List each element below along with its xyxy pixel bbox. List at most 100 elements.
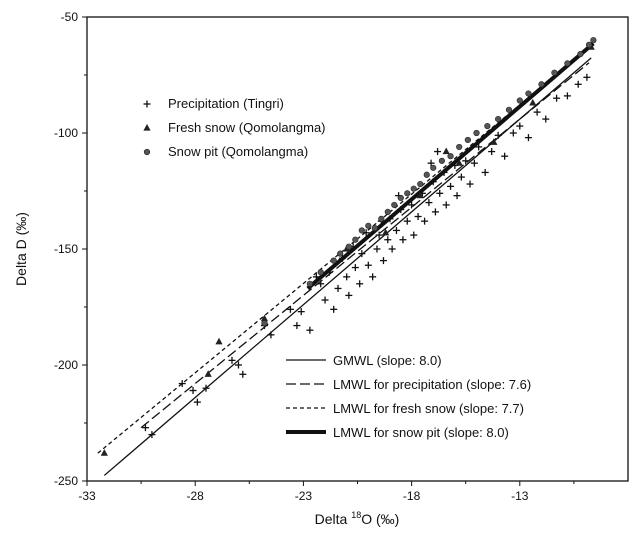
point-plus bbox=[509, 129, 517, 137]
point-plus bbox=[330, 305, 338, 313]
point-plus bbox=[373, 245, 381, 253]
point-plus bbox=[442, 201, 450, 209]
x-axis-label: Delta 18O (‰) bbox=[315, 510, 400, 527]
point-plus bbox=[306, 326, 314, 334]
y-axis-label: Delta D (‰) bbox=[13, 212, 29, 286]
point-circle bbox=[430, 164, 437, 171]
point-plus bbox=[434, 148, 442, 156]
legend-line-label: GMWL (slope: 8.0) bbox=[333, 353, 442, 368]
point-plus bbox=[379, 257, 387, 265]
point-plus bbox=[178, 380, 186, 388]
point-plus bbox=[429, 178, 437, 186]
point-circle bbox=[371, 225, 378, 232]
point-triangle bbox=[455, 159, 463, 166]
y-tick-label: -150 bbox=[54, 242, 78, 256]
legend-line-label: LMWL for fresh snow (slope: 7.7) bbox=[333, 401, 524, 416]
point-plus bbox=[148, 431, 156, 439]
point-circle bbox=[495, 115, 502, 123]
point-plus bbox=[397, 206, 405, 214]
point-plus bbox=[524, 134, 532, 142]
point-plus bbox=[481, 168, 489, 176]
point-circle bbox=[410, 185, 417, 192]
data-points bbox=[100, 37, 597, 456]
point-plus bbox=[189, 387, 197, 395]
point-plus bbox=[286, 305, 294, 313]
point-plus bbox=[421, 217, 429, 225]
point-plus bbox=[317, 280, 325, 288]
point-circle bbox=[577, 51, 584, 58]
point-circle bbox=[345, 243, 352, 250]
point-plus bbox=[375, 231, 383, 239]
point-circle bbox=[306, 280, 313, 287]
y-tick-label: -200 bbox=[54, 358, 78, 372]
tick-labels: -33 -28 -23 -18 -13 -250 -200 -150 -100 -50 bbox=[54, 10, 529, 503]
point-plus bbox=[462, 157, 470, 165]
point-triangle bbox=[490, 138, 498, 145]
point-plus bbox=[364, 261, 372, 269]
legend-line-label: LMWL for snow pit (slope: 8.0) bbox=[333, 425, 509, 440]
legend-label: Fresh snow (Qomolangma) bbox=[168, 120, 326, 135]
fit-line-solid bbox=[103, 57, 592, 476]
point-circle bbox=[590, 37, 597, 44]
y-tick-label: -100 bbox=[54, 126, 78, 140]
point-circle bbox=[484, 122, 491, 130]
point-plus bbox=[466, 180, 474, 188]
point-circle bbox=[525, 90, 532, 97]
point-legend: Precipitation (Tingri) Fresh snow (Qomola… bbox=[143, 96, 326, 159]
point-plus bbox=[334, 284, 342, 292]
point-plus bbox=[470, 159, 478, 167]
point-plus bbox=[440, 168, 448, 176]
point-plus bbox=[542, 115, 550, 123]
point-plus bbox=[501, 152, 509, 160]
point-plus bbox=[193, 398, 201, 406]
point-triangle bbox=[215, 337, 223, 345]
point-triangle bbox=[416, 191, 424, 199]
point-plus bbox=[338, 254, 346, 262]
point-plus bbox=[475, 143, 483, 151]
point-plus bbox=[408, 201, 416, 209]
point-circle bbox=[516, 97, 523, 104]
point-circle bbox=[337, 250, 344, 257]
point-plus bbox=[553, 94, 561, 102]
point-triangle bbox=[529, 98, 537, 106]
point-circle bbox=[505, 106, 513, 113]
point-plus bbox=[386, 215, 394, 223]
x-axis-label-suffix: O (‰) bbox=[361, 511, 399, 527]
point-circle bbox=[397, 194, 404, 202]
point-plus bbox=[583, 73, 591, 81]
point-plus bbox=[358, 250, 366, 258]
point-plus bbox=[356, 280, 364, 288]
point-plus bbox=[267, 331, 275, 339]
axis-ticks bbox=[82, 16, 575, 486]
point-plus bbox=[321, 296, 329, 304]
point-circle bbox=[551, 69, 558, 76]
point-triangle bbox=[442, 147, 450, 155]
point-circle bbox=[564, 60, 571, 67]
point-circle bbox=[330, 257, 337, 264]
x-tick-label: -23 bbox=[295, 489, 313, 503]
point-plus bbox=[202, 384, 210, 392]
point-circle bbox=[438, 157, 445, 164]
y-tick-label: -50 bbox=[61, 10, 79, 24]
legend-label: Precipitation (Tingri) bbox=[168, 96, 284, 111]
x-axis-label-superscript: 18 bbox=[351, 510, 361, 520]
line-legend: GMWL (slope: 8.0) LMWL for precipitation … bbox=[286, 353, 531, 440]
point-circle bbox=[365, 222, 372, 229]
point-plus bbox=[228, 356, 236, 364]
point-plus bbox=[488, 148, 496, 156]
point-plus bbox=[392, 226, 400, 234]
x-axis-label-prefix: Delta bbox=[315, 511, 352, 527]
point-plus bbox=[369, 273, 377, 281]
fit-line-dashed bbox=[140, 62, 590, 429]
point-plus bbox=[494, 131, 502, 139]
point-plus bbox=[574, 80, 582, 88]
point-plus bbox=[425, 199, 433, 207]
point-triangle bbox=[260, 314, 269, 322]
point-plus bbox=[431, 208, 439, 216]
point-plus bbox=[234, 361, 242, 369]
fit-line-thick bbox=[306, 41, 595, 290]
point-circle bbox=[352, 236, 359, 243]
point-plus bbox=[563, 92, 571, 100]
legend-label: Snow pit (Qomolangma) bbox=[168, 144, 308, 159]
x-tick-label: -13 bbox=[511, 489, 529, 503]
